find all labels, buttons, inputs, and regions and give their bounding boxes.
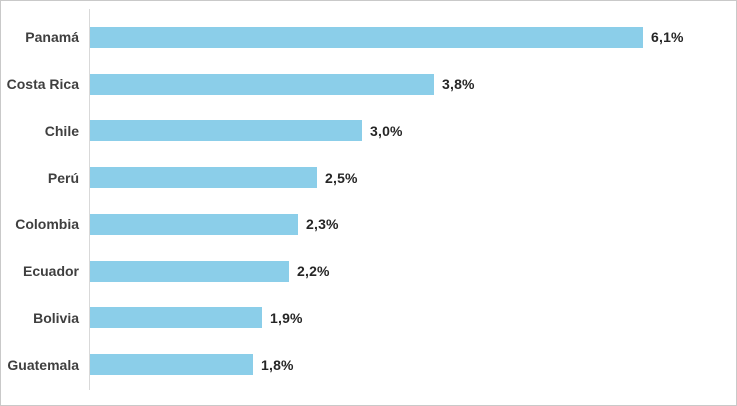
bar <box>90 307 262 329</box>
bar-area: 2,2% <box>90 248 734 295</box>
value-label: 2,2% <box>297 263 330 280</box>
category-label: Ecuador <box>22 263 79 280</box>
bar <box>90 26 643 48</box>
value-label: 3,0% <box>370 122 403 139</box>
bar <box>90 167 317 189</box>
category-label: Chile <box>44 122 79 139</box>
bar-rows: Panamá 6,1% Costa Rica 3,8% Chile 3,0% P… <box>1 14 734 388</box>
bar <box>90 213 298 235</box>
value-label: 1,9% <box>270 309 303 326</box>
value-label: 2,3% <box>306 216 339 233</box>
bar-area: 3,0% <box>90 108 734 155</box>
bar <box>90 260 289 282</box>
bar-row: Costa Rica 3,8% <box>1 61 734 108</box>
bar-area: 3,8% <box>90 61 734 108</box>
bar-area: 2,3% <box>90 201 734 248</box>
category-label: Guatemala <box>7 356 79 373</box>
category-label: Costa Rica <box>6 76 79 93</box>
value-label: 2,5% <box>325 169 358 186</box>
bar-row: Panamá 6,1% <box>1 14 734 61</box>
bar <box>90 354 253 376</box>
bar-row: Chile 3,0% <box>1 108 734 155</box>
category-label: Bolivia <box>33 309 79 326</box>
bar-area: 6,1% <box>90 14 734 61</box>
bar-area: 1,8% <box>90 341 734 388</box>
category-label: Colombia <box>15 216 79 233</box>
bar-row: Ecuador 2,2% <box>1 248 734 295</box>
bar-row: Bolivia 1,9% <box>1 295 734 342</box>
value-label: 3,8% <box>442 76 475 93</box>
bar-row: Guatemala 1,8% <box>1 341 734 388</box>
bar <box>90 73 434 95</box>
category-label: Panamá <box>25 29 79 46</box>
value-label: 6,1% <box>651 29 684 46</box>
bar-area: 2,5% <box>90 154 734 201</box>
bar-row: Perú 2,5% <box>1 154 734 201</box>
bar-area: 1,9% <box>90 295 734 342</box>
bar <box>90 120 362 142</box>
bar-row: Colombia 2,3% <box>1 201 734 248</box>
category-label: Perú <box>47 169 79 186</box>
value-label: 1,8% <box>261 356 294 373</box>
y-axis-line <box>89 9 90 390</box>
